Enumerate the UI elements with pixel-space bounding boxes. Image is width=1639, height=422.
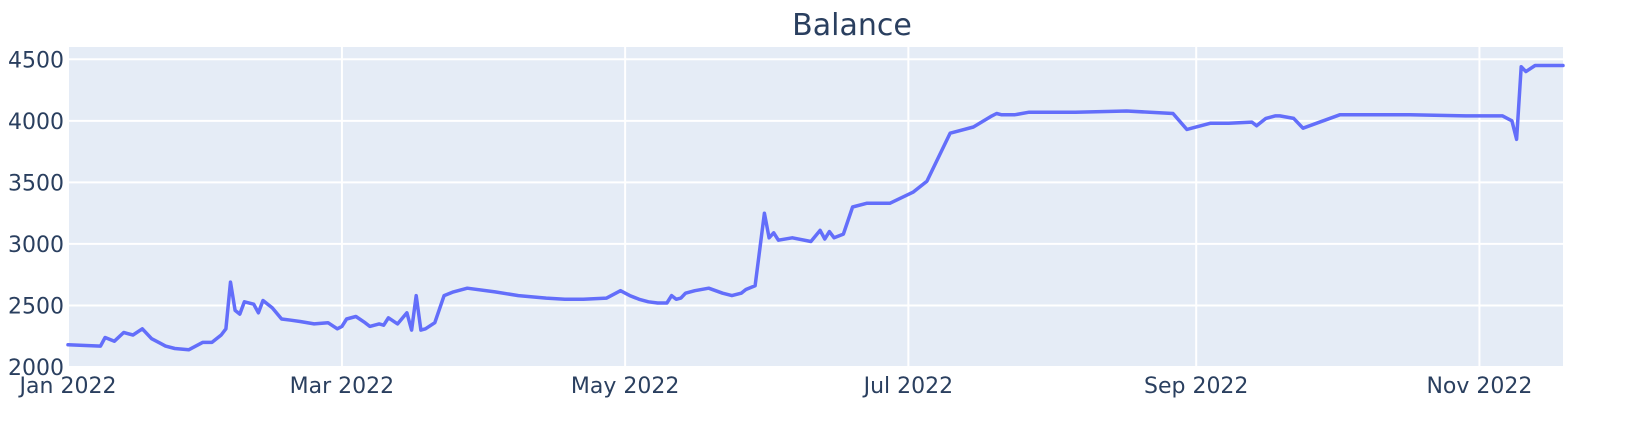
x-axis-tick-labels: Jan 2022 Mar 2022 May 2022 Jul 2022 Sep 2022…: [18, 374, 1533, 399]
y-tick-label: 4000: [8, 110, 64, 135]
x-tick-label: Jan 2022: [18, 374, 117, 399]
y-tick-label: 2500: [8, 294, 64, 319]
x-tick-label: Nov 2022: [1426, 374, 1532, 399]
y-tick-label: 4500: [8, 48, 64, 73]
x-tick-label: Jul 2022: [862, 374, 954, 399]
x-tick-label: Mar 2022: [290, 374, 395, 399]
plot-area: [68, 47, 1563, 367]
x-gridlines: [67, 47, 1481, 367]
x-tick-label: Sep 2022: [1144, 374, 1248, 399]
x-tick-label: May 2022: [571, 374, 679, 399]
y-tick-label: 3500: [8, 171, 64, 196]
y-tick-label: 2000: [8, 356, 64, 381]
y-axis-tick-labels: 2000 2500 3000 3500 4000 4500: [8, 48, 64, 381]
y-gridlines: [68, 58, 1563, 368]
y-tick-label: 3000: [8, 233, 64, 258]
chart-title: Balance: [792, 8, 912, 43]
balance-series-line: [66, 63, 1565, 352]
